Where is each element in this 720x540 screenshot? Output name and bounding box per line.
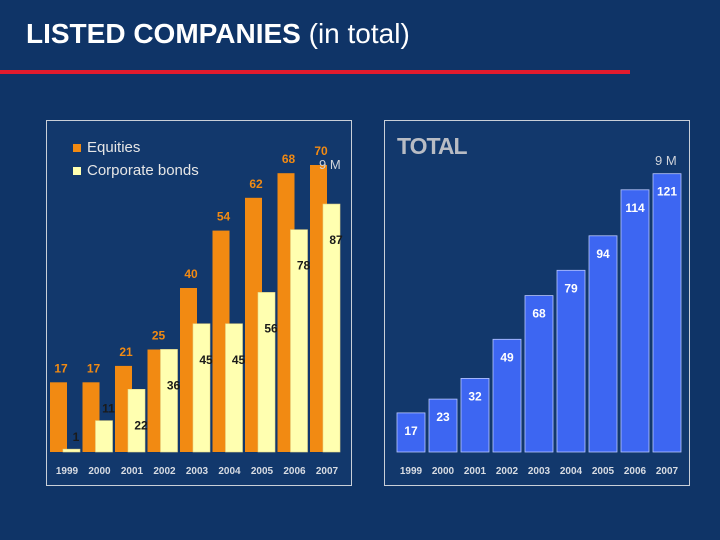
data-label-bonds-1999: 1	[73, 430, 80, 444]
bar-bonds-2003	[192, 323, 211, 453]
page-title: LISTED COMPANIES (in total)	[26, 18, 410, 50]
bar-total-2005	[588, 235, 618, 453]
data-label-equities-2000: 17	[87, 361, 101, 375]
data-label-bonds-2002: 36	[167, 378, 181, 392]
data-label-total-2000: 23	[436, 410, 450, 424]
data-label-equities-2003: 40	[184, 267, 198, 281]
x-tick-left-2005: 2005	[251, 466, 274, 477]
legend-item-bonds: Corporate bonds	[73, 162, 199, 179]
x-tick-right-2004: 2004	[560, 466, 583, 477]
x-tick-left-2001: 2001	[121, 466, 144, 477]
bar-bonds-2007	[322, 203, 341, 453]
bar-equities-1999	[50, 382, 67, 452]
x-tick-right-2003: 2003	[528, 466, 551, 477]
data-label-bonds-2001: 22	[134, 418, 148, 432]
x-tick-right-2005: 2005	[592, 466, 615, 477]
total-plot: 17 1999 23 2000 32 2001 49 2002 68 2003 79 2004 94 20…	[396, 173, 682, 477]
x-tick-left-2006: 2006	[283, 466, 306, 477]
data-label-total-2002: 49	[500, 350, 514, 364]
data-label-equities-2002: 25	[152, 329, 166, 343]
unit-label-right: 9 M	[655, 153, 677, 168]
x-tick-left-2004: 2004	[218, 466, 241, 477]
listed-companies-chart: 17 1 1999 17 11 2000 21 22 2001 25 36 2002 40 45 2003 5…	[46, 120, 352, 486]
bar-total-2006	[620, 189, 650, 453]
data-label-equities-1999: 17	[54, 361, 68, 375]
data-label-equities-2001: 21	[119, 345, 133, 359]
data-label-total-2001: 32	[468, 389, 482, 403]
x-tick-right-2000: 2000	[432, 466, 455, 477]
data-label-bonds-2004: 45	[232, 353, 246, 367]
bar-total-1999	[396, 412, 426, 453]
bar-bonds-2006	[290, 229, 308, 453]
bar-bonds-2001	[127, 388, 146, 453]
total-chart-title: TOTAL	[397, 133, 468, 159]
bar-total-2003	[524, 295, 554, 453]
bar-total-2000	[428, 398, 458, 453]
title-underline	[0, 70, 630, 74]
legend-item-equities: Equities	[73, 139, 140, 156]
data-label-bonds-2000: 11	[102, 402, 115, 416]
bar-bonds-2002	[160, 349, 178, 453]
unit-label-left: 9 M	[319, 157, 341, 172]
x-tick-right-2001: 2001	[464, 466, 487, 477]
bar-total-2007	[652, 173, 682, 453]
data-label-total-2005: 94	[596, 247, 610, 261]
data-label-bonds-2006: 78	[297, 259, 311, 273]
bar-bonds-2000	[95, 420, 113, 453]
x-tick-left-1999: 1999	[56, 466, 79, 477]
x-tick-left-2002: 2002	[153, 466, 176, 477]
data-label-total-1999: 17	[404, 424, 418, 438]
bar-total-2002	[492, 338, 522, 453]
legend-label-equities: Equities	[87, 139, 141, 156]
bar-bonds-1999	[62, 448, 81, 453]
x-tick-right-2002: 2002	[496, 466, 519, 477]
data-label-total-2007: 121	[657, 185, 677, 199]
data-label-equities-2004: 54	[217, 210, 231, 224]
data-label-bonds-2007: 87	[329, 233, 343, 247]
data-label-bonds-2003: 45	[199, 353, 213, 367]
x-tick-left-2000: 2000	[88, 466, 111, 477]
x-tick-left-2003: 2003	[186, 466, 209, 477]
data-label-equities-2007: 70	[314, 144, 328, 158]
bar-bonds-2005	[257, 292, 276, 453]
total-chart: 17 1999 23 2000 32 2001 49 2002 68 2003 79 2004 94 20…	[384, 120, 690, 486]
data-label-equities-2006: 68	[282, 152, 296, 166]
bar-total-2004	[556, 269, 586, 453]
data-label-total-2004: 79	[564, 281, 578, 295]
data-label-total-2006: 114	[625, 201, 645, 215]
bar-bonds-2004	[225, 323, 243, 453]
x-tick-left-2007: 2007	[316, 466, 339, 477]
x-tick-right-2007: 2007	[656, 466, 679, 477]
x-tick-right-1999: 1999	[400, 466, 423, 477]
data-label-bonds-2005: 56	[264, 321, 278, 335]
page-title-rest: (in total)	[308, 18, 410, 49]
x-tick-right-2006: 2006	[624, 466, 647, 477]
legend-swatch-bonds	[73, 167, 81, 176]
legend-swatch-equities	[73, 144, 81, 153]
page-title-bold: LISTED COMPANIES	[26, 18, 301, 49]
data-label-equities-2005: 62	[249, 177, 263, 191]
legend-label-bonds: Corporate bonds	[87, 162, 199, 179]
data-label-total-2003: 68	[532, 307, 546, 321]
listed-companies-plot: 17 1 1999 17 11 2000 21 22 2001 25 36 2002 40 45 2003 5…	[50, 144, 343, 477]
bar-total-2001	[460, 377, 490, 453]
